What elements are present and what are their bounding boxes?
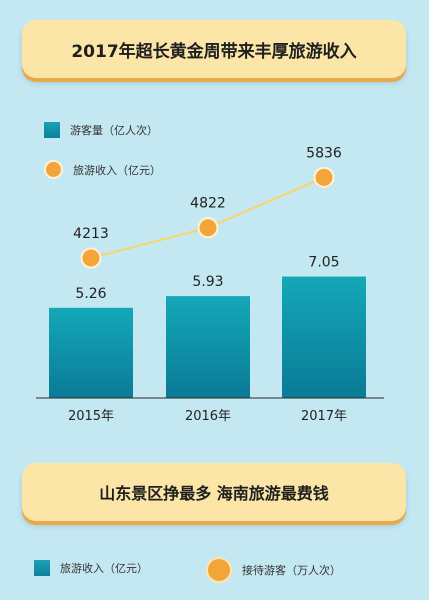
legend-line-label: 旅游收入（亿元） xyxy=(73,163,161,177)
bar-2 xyxy=(282,276,366,398)
chart-title: 2017年超长黄金周带来丰厚旅游收入 xyxy=(71,41,357,62)
legend-bottom-bar-entry: 旅游收入（亿元） xyxy=(34,560,148,576)
legend-line-entry: 旅游收入（亿元） xyxy=(44,160,161,179)
legend-bar-entry: 游客量（亿人次） xyxy=(44,122,158,138)
dot-swatch-icon xyxy=(206,557,232,583)
subtitle-banner: 山东景区挣最多 海南旅游最费钱 xyxy=(22,463,406,521)
bar-value-label-0: 5.26 xyxy=(75,286,106,302)
bar-1 xyxy=(166,296,250,398)
legend-bottom-dot-label: 接待游客（万人次） xyxy=(242,564,341,577)
bar-value-label-1: 5.93 xyxy=(192,274,223,290)
legend-bottom-dot-entry: 接待游客（万人次） xyxy=(206,557,341,583)
line-value-label-1: 4822 xyxy=(190,196,226,212)
line-value-label-2: 5836 xyxy=(306,145,342,161)
line-point-1 xyxy=(197,217,219,239)
legend-bar-label: 游客量（亿人次） xyxy=(70,124,158,137)
category-label-0: 2015年 xyxy=(68,409,114,424)
bar-swatch-icon xyxy=(44,122,60,138)
bar-0 xyxy=(49,307,133,398)
dot-swatch-icon xyxy=(44,160,63,179)
legend-bottom-bar-label: 旅游收入（亿元） xyxy=(60,562,148,575)
category-label-2: 2017年 xyxy=(301,409,347,424)
subtitle: 山东景区挣最多 海南旅游最费钱 xyxy=(99,484,329,503)
category-label-1: 2016年 xyxy=(185,409,231,424)
bar-swatch-icon xyxy=(34,560,50,576)
chart-title-banner: 2017年超长黄金周带来丰厚旅游收入 xyxy=(22,20,406,78)
line-point-2 xyxy=(313,166,335,188)
line-point-0 xyxy=(80,247,102,269)
bar-value-label-2: 7.05 xyxy=(308,255,339,271)
line-value-label-0: 4213 xyxy=(73,226,109,242)
